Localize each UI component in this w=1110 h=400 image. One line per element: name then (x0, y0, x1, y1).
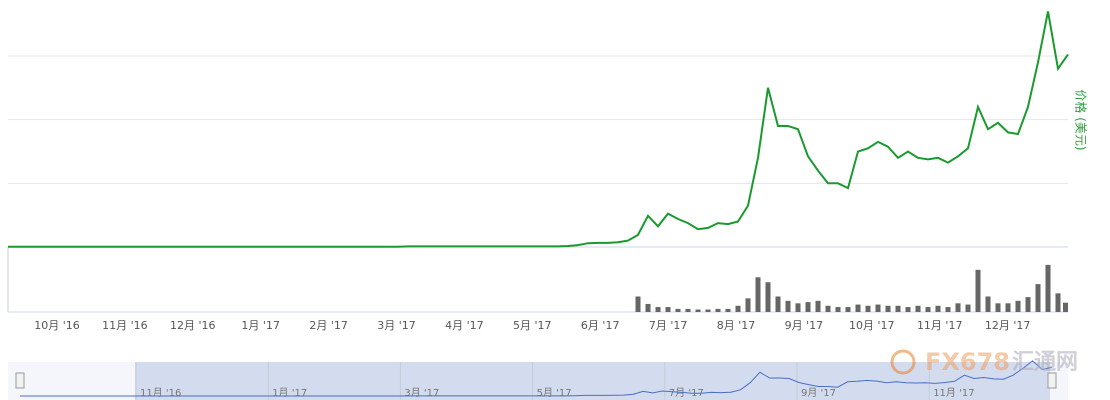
x-tick-label: 1月 '17 (241, 319, 280, 332)
volume-bar (995, 303, 1001, 312)
volume-bar (875, 304, 881, 312)
volume-bar (945, 307, 951, 312)
navigator-tick-label: 11月 '17 (933, 387, 974, 399)
navigator-tick-label: 9月 '17 (801, 387, 836, 399)
y-axis-title: 价格 (美元) (1074, 89, 1089, 150)
volume-bar (865, 305, 871, 312)
volume-bar (665, 307, 671, 312)
volume-bar (1015, 300, 1021, 312)
volume-bar (745, 298, 751, 312)
navigator-handle[interactable] (15, 372, 25, 389)
volume-bar (755, 277, 761, 312)
volume-bar (925, 307, 931, 312)
x-tick-label: 10月 '17 (849, 319, 895, 332)
volume-bar (985, 296, 991, 312)
x-tick-label: 3月 '17 (377, 319, 416, 332)
volume-bar (845, 307, 851, 312)
navigator-handle[interactable] (1047, 372, 1057, 389)
volume-bar (805, 302, 811, 312)
volume-bar (735, 305, 741, 312)
volume-bar (825, 305, 831, 312)
volume-bar (975, 269, 981, 312)
volume-bar (815, 300, 821, 312)
navigator-tick-label: 3月 '17 (404, 387, 439, 399)
watermark-site: 汇通网 (1012, 350, 1078, 375)
x-tick-label: 5月 '17 (513, 319, 552, 332)
x-tick-label: 4月 '17 (445, 319, 484, 332)
x-tick-label: 6月 '17 (581, 319, 620, 332)
volume-bar (915, 305, 921, 312)
watermark-icon (890, 349, 916, 375)
volume-bar (645, 303, 651, 312)
volume-bar (855, 304, 861, 312)
navigator-line (20, 360, 1053, 397)
navigator-selection[interactable] (135, 362, 1050, 400)
volume-bar (1025, 297, 1031, 312)
navigator-tick-label: 11月 '16 (140, 387, 181, 399)
x-tick-label: 10月 '16 (34, 319, 80, 332)
volume-bar (895, 305, 901, 312)
volume-bar (835, 307, 841, 312)
volume-bar (1005, 303, 1011, 312)
watermark-brand: FX678 (925, 348, 1010, 376)
volume-bar (635, 296, 641, 312)
volume-bar (715, 308, 721, 312)
price-line (8, 11, 1069, 248)
volume-bar (1045, 264, 1051, 312)
volume-bar (905, 307, 911, 312)
volume-bar (725, 308, 731, 312)
x-tick-label: 9月 '17 (785, 319, 824, 332)
x-tick-label: 11月 '17 (917, 319, 963, 332)
volume-bar (675, 308, 681, 312)
volume-bar (795, 303, 801, 312)
volume-bar (695, 309, 701, 312)
volume-bar (765, 282, 771, 312)
volume-bar (705, 309, 711, 312)
volume-bar (685, 308, 691, 312)
volume-bar (1063, 302, 1068, 312)
volume-bar (1055, 293, 1061, 312)
navigator-tick-label: 5月 '17 (537, 387, 572, 399)
volume-bar (935, 305, 941, 312)
volume-bar (775, 296, 781, 312)
x-tick-label: 11月 '16 (102, 319, 148, 332)
x-tick-label: 8月 '17 (717, 319, 756, 332)
volume-bar (785, 300, 791, 312)
watermark: FX678 汇通网 (890, 348, 1078, 376)
x-tick-label: 2月 '17 (309, 319, 348, 332)
x-tick-label: 12月 '16 (170, 319, 216, 332)
volume-bar (885, 305, 891, 312)
volume-bar (655, 307, 661, 312)
navigator-tick-label: 1月 '17 (272, 387, 307, 399)
x-tick-label: 7月 '17 (649, 319, 688, 332)
x-tick-label: 12月 '17 (985, 319, 1031, 332)
volume-bar (955, 303, 961, 312)
volume-bar (1035, 284, 1041, 312)
volume-bar (965, 304, 971, 312)
